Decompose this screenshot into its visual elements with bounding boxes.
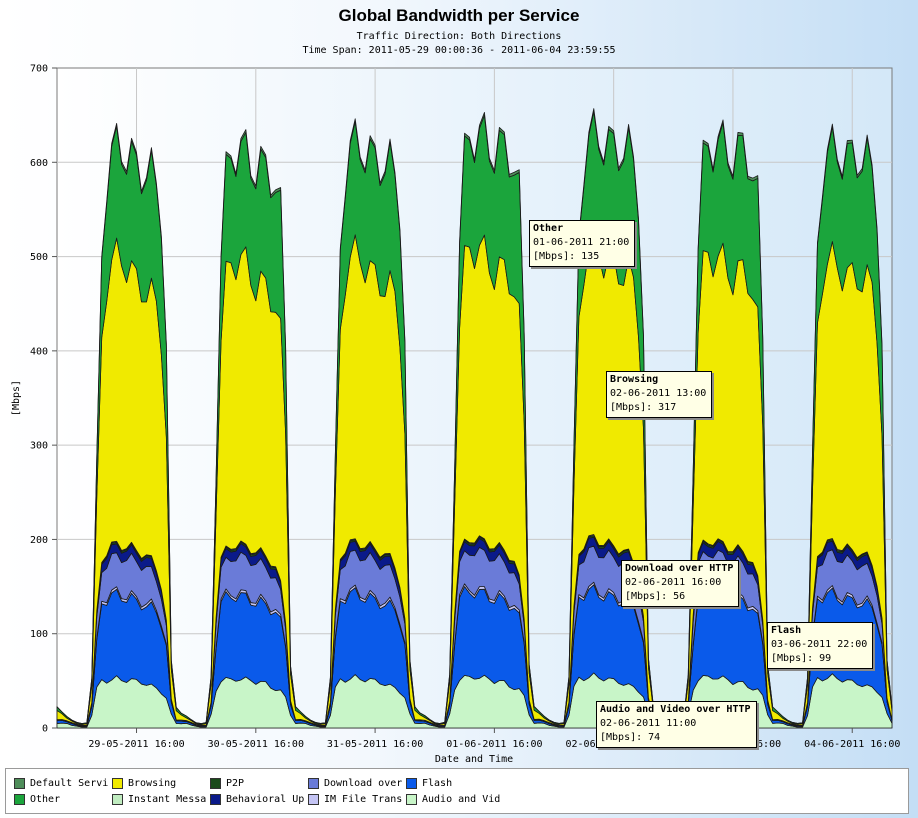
y-tick-label: 100	[30, 629, 48, 640]
tooltip-title: Flash	[771, 625, 802, 636]
legend-label: Default Servi	[30, 777, 109, 789]
tooltip-title: Browsing	[610, 374, 659, 385]
x-tick-label: 30-05-2011 16:00	[208, 739, 304, 750]
tooltip-browsing: Browsing 02-06-2011 13:00 [Mbps]: 317	[606, 371, 713, 418]
legend-swatch	[406, 793, 417, 805]
y-tick-label: 600	[30, 158, 48, 169]
legend-label: Other	[30, 793, 61, 805]
legend-item[interactable]: Instant Messa	[112, 792, 212, 806]
y-tick-label: 0	[42, 724, 48, 735]
legend-item[interactable]: Default Servi	[14, 776, 114, 790]
x-tick-label: 29-05-2011 16:00	[88, 739, 184, 750]
tooltip-value: [Mbps]: 99	[771, 653, 832, 664]
y-tick-label: 200	[30, 535, 48, 546]
legend-label: Behavioral Up	[226, 793, 305, 805]
legend-label: Download over	[324, 777, 403, 789]
tooltip-value: [Mbps]: 56	[625, 591, 686, 602]
tooltip-title: Other	[533, 223, 564, 234]
legend-swatch	[406, 777, 417, 789]
tooltip-value: [Mbps]: 317	[610, 402, 677, 413]
tooltip-audio-and-video-over-http: Audio and Video over HTTP 02-06-2011 11:0…	[596, 701, 757, 748]
legend-swatch	[308, 793, 319, 805]
legend-item[interactable]: Other	[14, 792, 114, 806]
x-tick-label: 31-05-2011 16:00	[327, 739, 423, 750]
legend-swatch	[14, 793, 25, 805]
tooltip-time: 02-06-2011 13:00	[610, 388, 707, 399]
legend-item[interactable]: Browsing	[112, 776, 212, 790]
tooltip-flash: Flash 03-06-2011 22:00 [Mbps]: 99	[767, 622, 874, 669]
legend-item[interactable]: P2P	[210, 776, 310, 790]
legend-item[interactable]: Audio and Vid	[406, 792, 506, 806]
legend-swatch	[210, 793, 221, 805]
legend-label: Flash	[422, 777, 453, 789]
legend-swatch	[308, 777, 319, 789]
tooltip-value: [Mbps]: 74	[600, 732, 661, 743]
tooltip-time: 02-06-2011 16:00	[625, 577, 722, 588]
legend-item[interactable]: Download over	[308, 776, 408, 790]
legend-item[interactable]: IM File Trans	[308, 792, 408, 806]
legend-item[interactable]: Behavioral Up	[210, 792, 310, 806]
legend-label: P2P	[226, 777, 245, 789]
legend-label: Audio and Vid	[422, 793, 501, 805]
legend-label: Instant Messa	[128, 793, 207, 805]
tooltip-other: Other 01-06-2011 21:00 [Mbps]: 135	[529, 220, 636, 267]
x-axis-label: Date and Time	[435, 754, 513, 765]
legend-swatch	[14, 777, 25, 789]
chart-subtitle-direction: Traffic Direction: Both Directions	[356, 31, 562, 42]
chart-title: Global Bandwidth per Service	[338, 6, 580, 25]
legend-swatch	[112, 793, 123, 805]
legend: Default Servi Browsing P2P Download over Fla…	[5, 768, 909, 814]
legend-label: Browsing	[128, 777, 177, 789]
tooltip-title: Audio and Video over HTTP	[600, 704, 751, 715]
y-tick-label: 300	[30, 441, 48, 452]
y-tick-label: 400	[30, 346, 48, 357]
legend-swatch	[210, 777, 221, 789]
tooltip-time: 01-06-2011 21:00	[533, 237, 630, 248]
tooltip-time: 03-06-2011 22:00	[771, 639, 868, 650]
y-tick-label: 700	[30, 64, 48, 75]
tooltip-download-over-http: Download over HTTP 02-06-2011 16:00 [Mbps]…	[621, 560, 740, 607]
x-tick-label: 04-06-2011 16:00	[804, 739, 900, 750]
series-area-default-service[interactable]	[56, 108, 893, 724]
legend-swatch	[112, 777, 123, 789]
tooltip-value: [Mbps]: 135	[533, 251, 600, 262]
tooltip-time: 02-06-2011 11:00	[600, 718, 697, 729]
y-tick-label: 500	[30, 252, 48, 263]
legend-label: IM File Trans	[324, 793, 403, 805]
tooltip-title: Download over HTTP	[625, 563, 734, 574]
x-tick-label: 01-06-2011 16:00	[446, 739, 542, 750]
y-axis-label: [Mbps]	[11, 380, 22, 416]
chart-subtitle-timespan: Time Span: 2011-05-29 00:00:36 - 2011-06…	[302, 45, 616, 56]
legend-item[interactable]: Flash	[406, 776, 506, 790]
